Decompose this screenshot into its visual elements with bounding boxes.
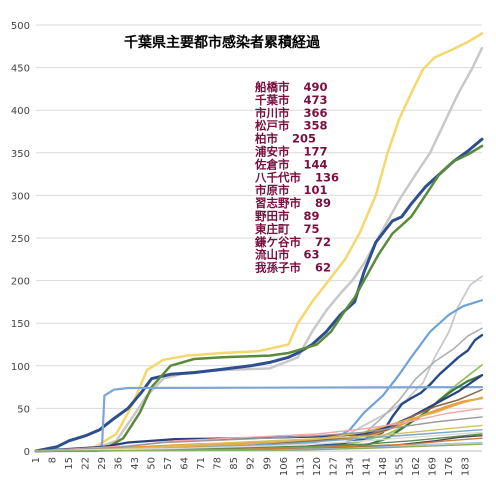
x-tick-label: 176 <box>444 457 455 476</box>
x-tick-label: 57 <box>163 457 174 470</box>
y-tick-label: 450 <box>11 64 30 75</box>
y-tick-label: 400 <box>11 106 30 117</box>
annotation-city: 野田市 <box>255 209 290 223</box>
x-tick-label: 113 <box>295 457 306 476</box>
x-tick-label: 99 <box>262 457 273 470</box>
x-tick-label: 64 <box>180 457 191 470</box>
x-tick-label: 15 <box>64 457 75 470</box>
annotation-city: 柏市 <box>255 132 278 146</box>
x-tick-label: 106 <box>279 457 290 476</box>
annotation-city: 松戸市 <box>255 119 290 133</box>
series-lines <box>34 32 484 453</box>
series-line-3 <box>34 137 484 453</box>
annotation-value: 62 <box>315 261 331 275</box>
x-tick-label: 92 <box>246 457 257 470</box>
y-tick-label: 350 <box>11 149 30 160</box>
x-tick-label: 36 <box>114 457 125 470</box>
y-tick-label: 250 <box>11 234 30 245</box>
y-tick-label: 300 <box>11 191 30 202</box>
annotation-value: 358 <box>304 119 328 133</box>
series-line-25 <box>35 443 483 452</box>
x-tick-label: 127 <box>328 457 339 476</box>
y-tick-label: 50 <box>17 404 30 415</box>
x-tick-label: 134 <box>345 457 356 476</box>
annotation-city: 船橋市 <box>255 80 290 94</box>
annotation-value: 473 <box>304 93 328 107</box>
annotation-city: 流山市 <box>255 248 290 262</box>
series-line-2 <box>34 46 484 453</box>
y-tick-label: 0 <box>24 447 30 458</box>
annotation-value: 89 <box>315 196 331 210</box>
annotation-city: 佐倉市 <box>254 157 290 171</box>
series-line-18 <box>35 424 483 452</box>
x-tick-label: 29 <box>97 457 108 470</box>
annotation-value: 136 <box>315 170 339 184</box>
x-tick-label: 22 <box>81 457 92 470</box>
series-line-24 <box>35 431 483 452</box>
y-axis-ticks: 0 50 100 150 200 250 300 350 400 450 500 <box>11 21 30 458</box>
annotation-city: 八千代市 <box>254 170 301 184</box>
series-line-22 <box>35 437 483 452</box>
annotation-city: 浦安市 <box>255 145 290 159</box>
x-tick-label: 43 <box>130 457 141 470</box>
annotation-value: 205 <box>292 132 316 146</box>
annotation-city: 我孫子市 <box>255 261 301 275</box>
annotation-city: 市原市 <box>255 183 290 197</box>
annotation-city: 東庄町 <box>255 222 290 236</box>
series-line-20 <box>35 433 483 452</box>
y-tick-label: 200 <box>11 277 30 288</box>
series-line-17 <box>35 416 483 452</box>
x-tick-label: 1 <box>31 457 42 463</box>
annotation-city: 習志野市 <box>255 196 301 210</box>
annotation-value: 490 <box>304 80 328 94</box>
x-tick-label: 78 <box>213 457 224 470</box>
series-line-1 <box>34 32 484 453</box>
annotation-city: 千葉市 <box>255 93 290 107</box>
y-tick-label: 100 <box>11 362 30 373</box>
gridlines <box>36 24 482 452</box>
annotation-value: 63 <box>304 248 320 262</box>
annotation-value: 101 <box>304 183 328 197</box>
series-line-4 <box>34 144 484 453</box>
annotation-value: 89 <box>304 209 320 223</box>
y-tick-label: 500 <box>11 21 30 32</box>
y-tick-label: 150 <box>11 319 30 330</box>
series-line-15 <box>35 396 483 452</box>
annotation-value: 72 <box>315 235 331 249</box>
x-tick-label: 8 <box>48 457 59 463</box>
x-tick-label: 85 <box>229 457 240 470</box>
annotation-value: 177 <box>304 145 328 159</box>
x-tick-label: 71 <box>196 457 207 470</box>
annotation-value: 144 <box>304 157 328 171</box>
x-tick-label: 120 <box>312 457 323 476</box>
x-tick-label: 169 <box>427 457 438 476</box>
annotation-city: 市川市 <box>255 106 290 120</box>
x-tick-label: 162 <box>411 457 422 476</box>
x-tick-label: 50 <box>147 457 158 470</box>
annotation-value: 75 <box>304 222 320 236</box>
annotation-value: 366 <box>304 106 328 120</box>
x-axis-ticks: 1 8 15 22 29 36 43 50 57 64 71 78 85 92 99 106 113 120 127… <box>31 457 471 476</box>
x-tick-label: 148 <box>378 457 389 476</box>
x-tick-label: 155 <box>394 457 405 476</box>
chart-title: 千葉県主要都市感染者累積経過 <box>124 34 321 51</box>
annotation-city: 鎌ケ谷市 <box>254 235 301 249</box>
x-tick-label: 141 <box>361 457 372 476</box>
x-tick-label: 183 <box>460 457 471 476</box>
